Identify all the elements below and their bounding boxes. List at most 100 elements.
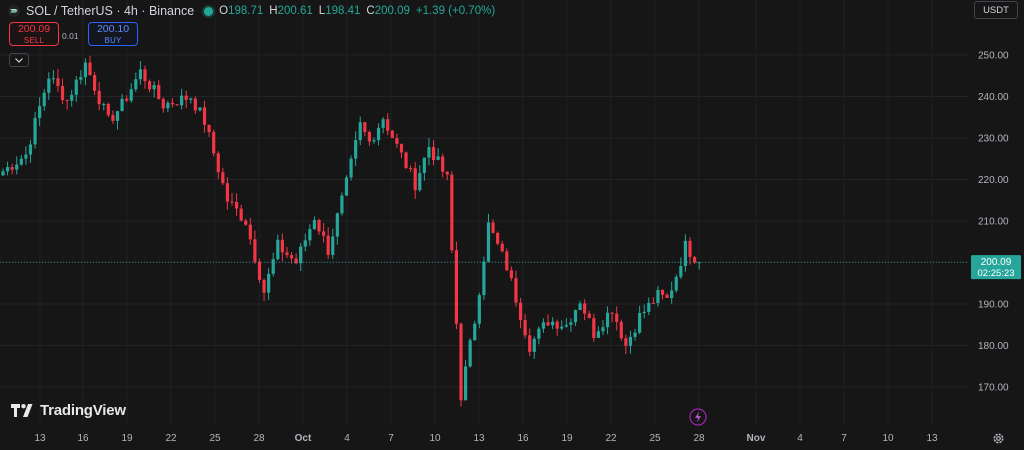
- candle-body: [688, 240, 692, 257]
- time-tick-label: 22: [165, 433, 177, 444]
- candle-body: [198, 107, 202, 111]
- candle-body: [679, 266, 683, 277]
- candle-body: [436, 156, 440, 161]
- candle-body: [628, 336, 633, 346]
- candle-body: [120, 98, 124, 112]
- candle-body: [303, 240, 307, 247]
- candle-body: [248, 224, 252, 240]
- price-tick-label: 170.00: [978, 383, 1009, 394]
- collapse-legend-button[interactable]: [9, 53, 29, 67]
- candle-body: [642, 311, 646, 314]
- candle-body: [221, 172, 225, 184]
- candle-body: [564, 324, 568, 327]
- price-axis[interactable]: 250.00240.00230.00220.00210.00200.00190.…: [968, 0, 1024, 425]
- buy-price: 200.10: [96, 23, 130, 35]
- candle-body: [633, 332, 637, 337]
- candle-body: [47, 78, 51, 93]
- candle-body: [399, 143, 404, 153]
- candle-body: [335, 213, 339, 237]
- currency-selector[interactable]: USDT: [974, 1, 1018, 19]
- time-tick-label: 4: [344, 433, 350, 444]
- candle-body: [541, 322, 546, 329]
- high-label: H: [269, 5, 278, 17]
- tradingview-logo-icon: [11, 404, 33, 417]
- candle-body: [555, 321, 559, 329]
- time-axis[interactable]: 13 16 19 22 25 28 Oct 4 7 10 13 16 19 22 25 28 Nov 4 7 10 13: [0, 425, 968, 450]
- candle-body: [193, 98, 197, 111]
- candle-body: [234, 201, 239, 209]
- candle-body: [409, 168, 413, 170]
- candle-body: [537, 328, 541, 339]
- candle-body: [482, 261, 486, 296]
- buy-button[interactable]: 200.10 BUY: [88, 22, 138, 46]
- candle-body: [10, 167, 14, 170]
- candle-body: [395, 138, 399, 144]
- candle-body: [88, 62, 92, 76]
- candle-body: [560, 326, 564, 329]
- candle-body: [161, 98, 165, 109]
- gear-icon[interactable]: [992, 432, 1005, 445]
- countdown-label: 02:25:23: [978, 268, 1015, 279]
- sell-button[interactable]: 200.09 SELL: [9, 22, 59, 46]
- candle-body: [97, 90, 101, 105]
- candle-body: [486, 222, 491, 262]
- buy-label: BUY: [104, 36, 122, 45]
- close-label: C: [366, 5, 375, 17]
- candle-body: [596, 331, 600, 338]
- candles: [1, 55, 701, 407]
- price-tick-label: 180.00: [978, 341, 1009, 352]
- tradingview-logo[interactable]: TradingView: [11, 402, 126, 419]
- time-tick-label: 25: [209, 433, 221, 444]
- candle-body: [1, 171, 5, 176]
- time-tick-label: 28: [693, 433, 705, 444]
- symbol-title[interactable]: SOL / TetherUS · 4h · Binance: [26, 4, 195, 18]
- candle-body: [33, 118, 37, 145]
- candle-body: [253, 239, 257, 262]
- candle-body: [157, 85, 161, 99]
- candle-body: [665, 294, 669, 299]
- candle-body: [578, 303, 582, 311]
- lightning-icon[interactable]: [689, 408, 707, 426]
- candle-body: [518, 302, 523, 321]
- candle-body: [610, 312, 614, 314]
- candle-body: [180, 95, 184, 106]
- candle-body: [51, 78, 55, 80]
- time-tick-label: 7: [841, 433, 847, 444]
- candle-body: [129, 89, 133, 101]
- candle-body: [505, 251, 509, 271]
- candle-body: [386, 119, 390, 131]
- candle-body: [551, 321, 555, 326]
- time-tick-label: 16: [77, 433, 89, 444]
- candle-body: [692, 256, 697, 263]
- price-tick-label: 190.00: [978, 300, 1009, 311]
- candle-body: [225, 183, 230, 202]
- candle-body: [340, 195, 344, 214]
- price-plot[interactable]: [0, 0, 968, 425]
- candle-body: [418, 173, 422, 191]
- time-tick-label: 13: [473, 433, 485, 444]
- candle-body: [583, 303, 587, 314]
- candle-body: [138, 69, 142, 80]
- candle-body: [569, 322, 573, 325]
- candle-body: [431, 147, 436, 161]
- price-tick-label: 230.00: [978, 134, 1009, 145]
- candle-body: [74, 79, 78, 95]
- candle-body: [184, 95, 188, 100]
- candle-body: [601, 327, 605, 332]
- candle-body: [106, 103, 110, 116]
- candle-body: [358, 122, 362, 141]
- candle-body: [244, 220, 248, 225]
- candle-body: [381, 119, 385, 128]
- sell-price: 200.09: [17, 23, 51, 35]
- time-tick-label: 13: [926, 433, 938, 444]
- candle-body: [143, 69, 147, 82]
- candle-body: [441, 156, 445, 172]
- grid-lines: [0, 0, 968, 425]
- candle-body: [294, 258, 298, 264]
- candle-body: [683, 240, 688, 267]
- open-value: 198.71: [228, 5, 264, 17]
- candle-body: [285, 252, 289, 256]
- candle-body: [322, 231, 326, 236]
- time-tick-label: 25: [649, 433, 661, 444]
